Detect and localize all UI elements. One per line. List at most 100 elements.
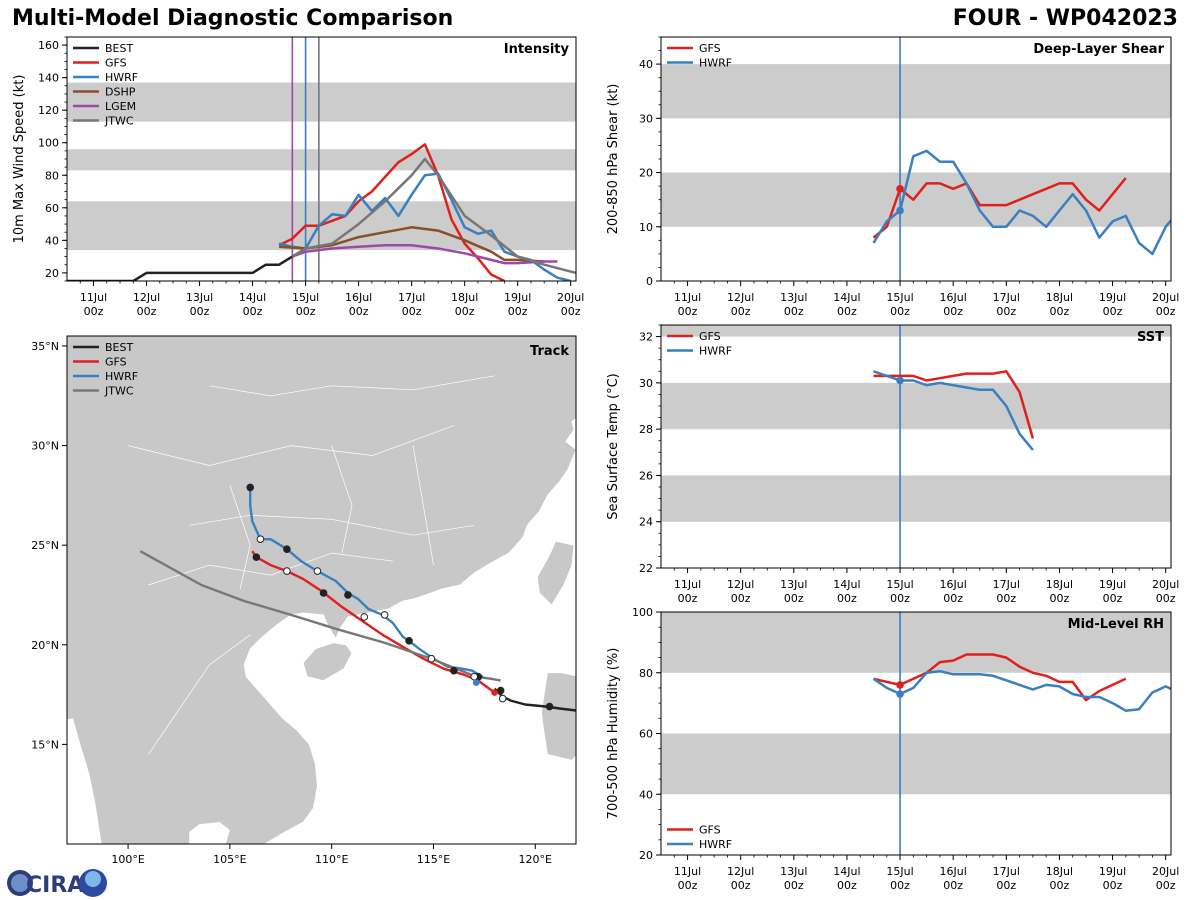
- legend-label-lgem: LGEM: [105, 100, 136, 113]
- track-point-best: [283, 545, 291, 553]
- legend-label-best: BEST: [105, 42, 133, 55]
- intensity-series-jtwc: [291, 157, 576, 275]
- intensity-xtick-label: 18Jul: [451, 291, 478, 304]
- border-line: [331, 445, 353, 554]
- shear-xtick-label: 20Jul: [1152, 291, 1179, 304]
- legend-label-gfs: GFS: [105, 356, 127, 369]
- track-point-jtwc: [256, 535, 265, 544]
- track-xtick-label: 120°E: [519, 853, 552, 866]
- track-ytick-label: 30°N: [31, 440, 59, 453]
- page-title: Multi-Model Diagnostic Comparison: [12, 6, 454, 31]
- track-xtick-label: 115°E: [417, 853, 450, 866]
- intensity-xtick-sub: 00z: [296, 305, 316, 318]
- sst-ytick-label: 28: [639, 423, 653, 436]
- track-point-best: [450, 666, 458, 675]
- legend-label-best: BEST: [105, 341, 133, 354]
- shear-xtick-label: 19Jul: [1099, 291, 1126, 304]
- intensity-xtick-sub: 00z: [84, 305, 104, 318]
- sst-xtick-label: 15Jul: [886, 578, 913, 591]
- rh-ylabel: 700-500 hPa Humidity (%): [606, 648, 621, 820]
- shear-xtick-sub: 00z: [996, 305, 1016, 318]
- intensity-xtick-sub: 00z: [190, 305, 210, 318]
- sst-xtick-label: 17Jul: [993, 578, 1020, 591]
- shear-band: [661, 172, 1171, 227]
- legend-label-hwrf: HWRF: [699, 57, 732, 70]
- intensity-xtick-sub: 00z: [349, 305, 369, 318]
- border-line: [148, 552, 393, 586]
- shear-title: Deep-Layer Shear: [1033, 42, 1164, 57]
- sst-xtick-sub: 00z: [1156, 592, 1176, 605]
- intensity-title: Intensity: [504, 42, 570, 57]
- track-point-jtwc: [498, 694, 507, 703]
- rh-marker-gfs: [896, 681, 904, 689]
- legend-label-gfs: GFS: [699, 330, 721, 343]
- rh-xtick-sub: 00z: [837, 879, 857, 892]
- rh-ytick-label: 20: [639, 849, 653, 862]
- legend-label-jtwc: JTWC: [104, 115, 134, 128]
- intensity-ytick-label: 120: [38, 104, 59, 117]
- shear-xtick-sub: 00z: [1050, 305, 1070, 318]
- track-map-area: [67, 336, 576, 844]
- intensity-ylabel: 10m Max Wind Speed (kt): [12, 75, 27, 244]
- intensity-ytick-label: 40: [45, 234, 59, 247]
- rh-ytick-label: 60: [639, 728, 653, 741]
- shear-marker-gfs: [896, 185, 904, 193]
- border-line: [148, 634, 251, 755]
- shear-xtick-sub: 00z: [678, 305, 698, 318]
- sst-ylabel: Sea Surface Temp (°C): [606, 373, 621, 520]
- sst-xtick-label: 14Jul: [833, 578, 860, 591]
- rh-title: Mid-Level RH: [1068, 617, 1164, 632]
- track-point-hwrf: [472, 679, 480, 686]
- shear-xtick-sub: 00z: [943, 305, 963, 318]
- legend-label-hwrf: HWRF: [105, 71, 138, 84]
- sst-xtick-label: 18Jul: [1046, 578, 1073, 591]
- intensity-xtick-sub: 00z: [561, 305, 581, 318]
- legend-label-hwrf: HWRF: [699, 345, 732, 358]
- rh-xtick-sub: 00z: [678, 879, 698, 892]
- rh-xtick-sub: 00z: [1156, 879, 1176, 892]
- sst-xtick-sub: 00z: [784, 592, 804, 605]
- cira-logo: CIRA: [7, 869, 107, 898]
- intensity-plot-area: [67, 37, 576, 281]
- land-hainan: [302, 642, 353, 682]
- land-luzon: [540, 672, 576, 761]
- rh-band: [661, 612, 1171, 673]
- rh-plot-area: [661, 612, 1171, 855]
- border-line: [209, 375, 495, 397]
- track-point-best: [344, 591, 352, 599]
- shear-band: [661, 64, 1171, 119]
- intensity-xtick-sub: 00z: [402, 305, 422, 318]
- shear-xtick-label: 14Jul: [833, 291, 860, 304]
- sst-xtick-sub: 00z: [1103, 592, 1123, 605]
- intensity-xtick-label: 19Jul: [504, 291, 531, 304]
- sst-ytick-label: 26: [639, 469, 653, 482]
- sst-title: SST: [1137, 330, 1164, 345]
- shear-xtick-sub: 00z: [837, 305, 857, 318]
- intensity-series-gfs: [278, 143, 505, 281]
- track-point-jtwc: [427, 654, 436, 663]
- cira-logo-globe-inner: [11, 874, 29, 892]
- sst-xtick-sub: 00z: [1050, 592, 1070, 605]
- border-line: [412, 445, 434, 566]
- rh-xtick-sub: 00z: [1050, 879, 1070, 892]
- track-point-jtwc: [360, 613, 369, 621]
- rh-xtick-label: 15Jul: [886, 865, 913, 878]
- sst-ytick-label: 22: [639, 562, 653, 575]
- rh-xtick-sub: 00z: [943, 879, 963, 892]
- sst-xtick-label: 12Jul: [727, 578, 754, 591]
- intensity-xtick-sub: 00z: [137, 305, 157, 318]
- track-point-best: [252, 553, 261, 561]
- rh-ytick-label: 100: [632, 606, 653, 619]
- track-ytick-label: 15°N: [31, 738, 59, 751]
- sst-xtick-sub: 00z: [996, 592, 1016, 605]
- shear-xtick-label: 11Jul: [674, 291, 701, 304]
- legend-label-jtwc: JTWC: [104, 385, 134, 398]
- sst-xtick-sub: 00z: [731, 592, 751, 605]
- border-line: [128, 425, 454, 466]
- rh-xtick-label: 18Jul: [1046, 865, 1073, 878]
- gulf-of-thailand: [189, 822, 230, 844]
- panel-sst: 22242628303211Jul00z12Jul00z13Jul00z14Ju…: [606, 324, 1179, 605]
- intensity-ytick-label: 100: [38, 137, 59, 150]
- panel-shear: 01020304011Jul00z12Jul00z13Jul00z14Jul00…: [606, 36, 1179, 318]
- rh-xtick-label: 17Jul: [993, 865, 1020, 878]
